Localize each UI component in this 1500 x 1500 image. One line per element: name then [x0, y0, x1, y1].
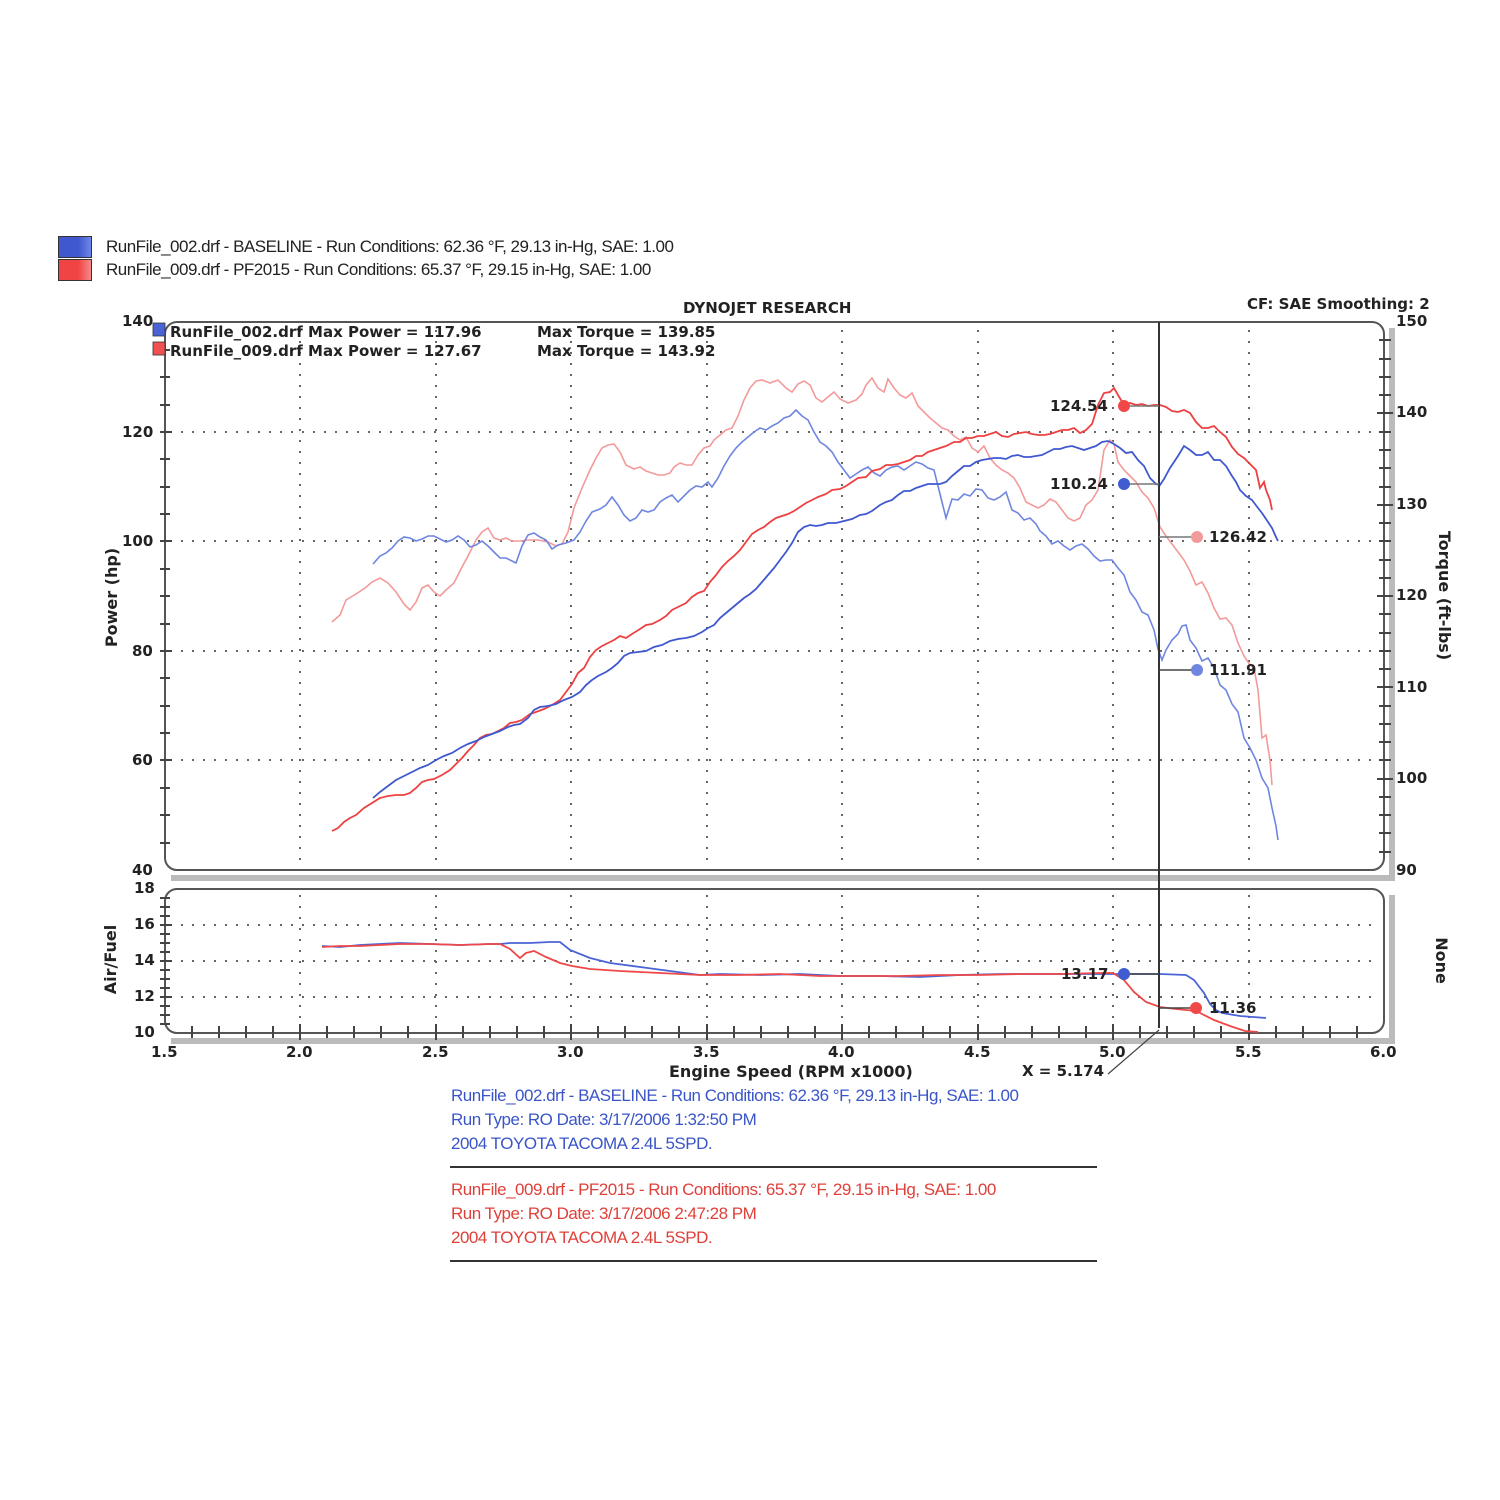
afr-axis-title: Air/Fuel	[101, 924, 121, 995]
run-note-baseline-line2: Run Type: RO Date: 3/17/2006 1:32:50 PM	[451, 1110, 757, 1129]
inset-red-swatch-icon	[152, 341, 166, 356]
afr-tick: 16	[134, 915, 155, 933]
blue-swatch-icon	[58, 236, 92, 258]
run-note-baseline: RunFile_002.drf - BASELINE - Run Conditi…	[451, 1084, 1019, 1156]
cursor-label-leader	[1107, 1029, 1160, 1075]
power-tick: 80	[132, 642, 153, 660]
afr-curve-pf2015	[321, 943, 1259, 1033]
inset-max-power-baseline: 117.96	[423, 323, 482, 341]
x-tick: 2.5	[422, 1043, 449, 1061]
power-tick: 140	[122, 312, 154, 330]
upper-plot-frame	[164, 321, 1395, 881]
torque-axis-title: Torque (ft-lbs)	[1435, 530, 1455, 661]
inset-legend-row-baseline: RunFile_002.drf Max Power = 117.96	[170, 323, 482, 341]
inset-file-pf2015: RunFile_009.drf	[170, 342, 303, 360]
x-tick: 2.0	[286, 1043, 313, 1061]
x-tick: 5.0	[1099, 1043, 1126, 1061]
power-axis-title: Power (hp)	[102, 547, 122, 648]
x-tick: 6.0	[1370, 1043, 1397, 1061]
inset-max-power-pf2015: 127.67	[423, 342, 482, 360]
chart-title: DYNOJET RESEARCH	[683, 299, 852, 317]
torque-axis-ticks	[1377, 339, 1393, 853]
inset-max-power-label-pf2015: Max Power =	[308, 342, 419, 360]
afr-right-axis-title: None	[1431, 937, 1451, 984]
marker-dot-blue-afr	[1118, 968, 1130, 980]
inset-torque-row-baseline: Max Torque = 139.85	[537, 323, 715, 341]
run-note-baseline-line3: 2004 TOYOTA TACOMA 2.4L 5SPD.	[451, 1134, 713, 1153]
inset-max-torque-label-baseline: Max Torque =	[537, 323, 653, 341]
run-note-pf2015-line3: 2004 TOYOTA TACOMA 2.4L 5SPD.	[451, 1228, 713, 1247]
run-note-pf2015-line1: RunFile_009.drf - PF2015 - Run Condition…	[451, 1180, 996, 1199]
torque-tick: 150	[1396, 312, 1428, 330]
marker-dot-red-power	[1118, 400, 1130, 412]
afr-tick: 12	[134, 987, 155, 1005]
chart-settings: CF: SAE Smoothing: 2	[1247, 295, 1430, 313]
legend-label-baseline: RunFile_002.drf - BASELINE - Run Conditi…	[106, 237, 674, 256]
x-tick: 1.5	[151, 1043, 178, 1061]
marker-label-red-torque: 126.42	[1209, 528, 1267, 546]
torque-curve-pf2015	[331, 376, 1273, 786]
inset-max-torque-baseline: 139.85	[657, 323, 716, 341]
afr-axis-ticks	[160, 897, 172, 1025]
afr-tick: 10	[134, 1023, 155, 1041]
torque-curve-baseline	[372, 408, 1279, 841]
x-tick: 3.0	[557, 1043, 584, 1061]
marker-dot-blue-power	[1118, 478, 1130, 490]
lower-grid	[170, 895, 1380, 1030]
lower-plot-frame	[164, 888, 1395, 1044]
marker-label-blue-torque: 111.91	[1209, 661, 1267, 679]
marker-label-red-afr: 11.36	[1209, 999, 1257, 1017]
run-note-pf2015: RunFile_009.drf - PF2015 - Run Condition…	[451, 1178, 996, 1250]
power-curve-baseline	[372, 440, 1279, 799]
power-tick: 120	[122, 423, 154, 441]
marker-dot-red-afr	[1190, 1002, 1202, 1014]
inset-max-torque-pf2015: 143.92	[657, 342, 716, 360]
torque-tick: 110	[1396, 678, 1428, 696]
inset-max-torque-label-pf2015: Max Torque =	[537, 342, 653, 360]
note-divider	[450, 1166, 1097, 1168]
upper-grid	[170, 330, 1380, 866]
x-tick: 4.0	[828, 1043, 855, 1061]
inset-torque-row-pf2015: Max Torque = 143.92	[537, 342, 715, 360]
afr-tick: 18	[134, 879, 155, 897]
power-tick: 60	[132, 751, 153, 769]
x-tick: 3.5	[693, 1043, 720, 1061]
afr-tick: 14	[134, 951, 155, 969]
dyno-chart	[152, 321, 1395, 1075]
inset-file-baseline: RunFile_002.drf	[170, 323, 303, 341]
marker-dot-red-torque	[1191, 531, 1203, 543]
x-tick: 4.5	[964, 1043, 991, 1061]
torque-tick: 100	[1396, 769, 1428, 787]
x-axis-ticks	[191, 1024, 1358, 1040]
x-tick: 5.5	[1235, 1043, 1262, 1061]
cursor-value-label: X = 5.174	[1022, 1062, 1105, 1080]
legend-row-baseline: RunFile_002.drf - BASELINE - Run Conditi…	[58, 236, 818, 260]
note-divider	[450, 1260, 1097, 1262]
run-note-pf2015-line2: Run Type: RO Date: 3/17/2006 2:47:28 PM	[451, 1204, 757, 1223]
inset-legend-row-pf2015: RunFile_009.drf Max Power = 127.67	[170, 342, 482, 360]
legend-row-pf2015: RunFile_009.drf - PF2015 - Run Condition…	[58, 259, 818, 283]
marker-label-blue-afr: 13.17	[1061, 965, 1109, 983]
torque-tick: 90	[1396, 861, 1417, 879]
torque-tick: 120	[1396, 586, 1428, 604]
marker-label-blue-power: 110.24	[1050, 475, 1108, 493]
red-swatch-icon	[58, 259, 92, 281]
marker-dot-blue-torque	[1191, 664, 1203, 676]
legend-label-pf2015: RunFile_009.drf - PF2015 - Run Condition…	[106, 260, 651, 279]
power-curve-pf2015	[331, 386, 1273, 832]
inset-blue-swatch-icon	[152, 322, 166, 337]
inset-max-power-label-baseline: Max Power =	[308, 323, 419, 341]
marker-leaders	[1124, 405, 1197, 1009]
torque-tick: 130	[1396, 495, 1428, 513]
x-axis-title: Engine Speed (RPM x1000)	[669, 1062, 913, 1081]
torque-tick: 140	[1396, 403, 1428, 421]
power-tick: 40	[132, 861, 153, 879]
power-tick: 100	[122, 532, 154, 550]
marker-label-red-power: 124.54	[1050, 397, 1108, 415]
run-note-baseline-line1: RunFile_002.drf - BASELINE - Run Conditi…	[451, 1086, 1019, 1105]
